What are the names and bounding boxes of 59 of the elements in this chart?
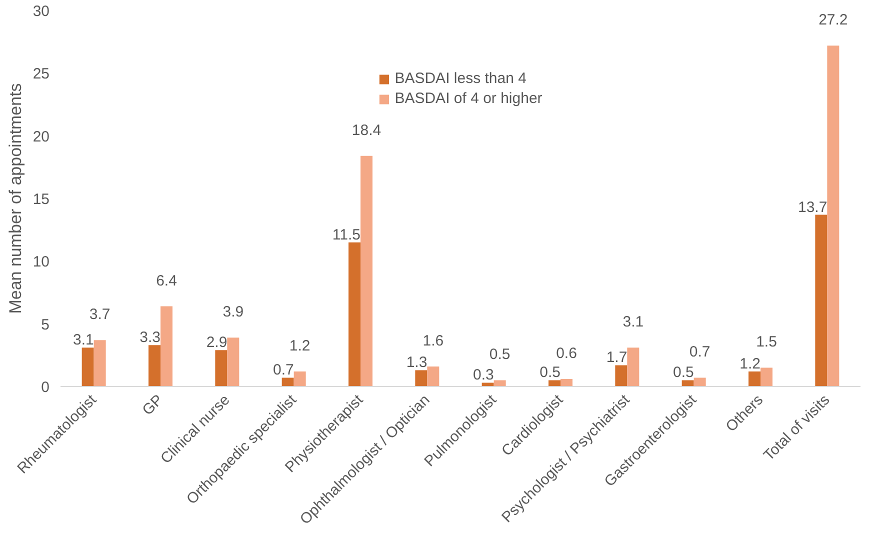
bar	[282, 378, 294, 386]
y-axis-title: Mean number of appointments	[6, 83, 25, 314]
y-tick-label: 15	[32, 191, 50, 208]
data-label: 3.1	[72, 332, 94, 349]
data-label: 11.5	[332, 226, 361, 244]
x-tick-label: GP	[139, 391, 167, 419]
data-label: 3.3	[140, 329, 161, 346]
data-label: 0.5	[489, 346, 510, 364]
data-label: 0.6	[556, 344, 577, 362]
bar	[815, 214, 828, 386]
data-label: 1.6	[422, 332, 444, 350]
y-tick-label: 25	[32, 66, 50, 83]
bar	[148, 345, 160, 386]
bar	[615, 365, 628, 386]
bar	[160, 306, 172, 386]
y-tick-label: 0	[41, 379, 50, 396]
data-label: 13.7	[798, 198, 828, 216]
data-label: 0.5	[672, 364, 694, 382]
bar	[627, 348, 640, 386]
bar	[682, 380, 694, 386]
bar	[560, 378, 572, 386]
y-tick-label: 20	[32, 128, 50, 146]
y-tick-label: 30	[32, 3, 50, 20]
bar	[227, 338, 240, 386]
data-label: 0.7	[272, 362, 294, 379]
bar	[748, 371, 760, 386]
bar	[694, 378, 706, 386]
bar	[348, 242, 360, 386]
data-label: 0.7	[689, 344, 710, 361]
y-tick-label: 5	[41, 316, 50, 334]
bar	[427, 366, 440, 386]
y-tick-label: 10	[32, 254, 50, 271]
data-label: 1.5	[756, 334, 777, 351]
data-label: 1.2	[740, 355, 761, 372]
bar	[494, 380, 506, 386]
bar	[482, 382, 494, 386]
data-label: 3.7	[89, 306, 110, 324]
legend-label: BASDAI of 4 or higher	[394, 90, 542, 107]
data-label: 1.2	[289, 337, 310, 354]
data-label: 1.7	[606, 349, 628, 366]
data-label: 0.5	[540, 364, 561, 382]
bar	[294, 371, 306, 386]
bar	[827, 46, 840, 386]
bar	[215, 350, 228, 386]
data-label: 1.3	[406, 354, 428, 372]
data-label: 27.2	[818, 12, 848, 29]
data-label: 6.4	[156, 272, 177, 290]
bar	[360, 156, 372, 386]
data-label: 2.9	[206, 334, 228, 352]
bar	[760, 368, 772, 386]
data-label: 3.9	[222, 304, 244, 321]
data-label: 0.3	[472, 366, 494, 384]
data-label: 3.1	[622, 314, 644, 331]
bar	[548, 380, 560, 386]
legend-label: BASDAI less than 4	[394, 70, 526, 87]
bar	[82, 348, 94, 386]
data-label: 18.4	[352, 122, 382, 139]
bar	[415, 370, 428, 386]
bar	[94, 340, 106, 386]
